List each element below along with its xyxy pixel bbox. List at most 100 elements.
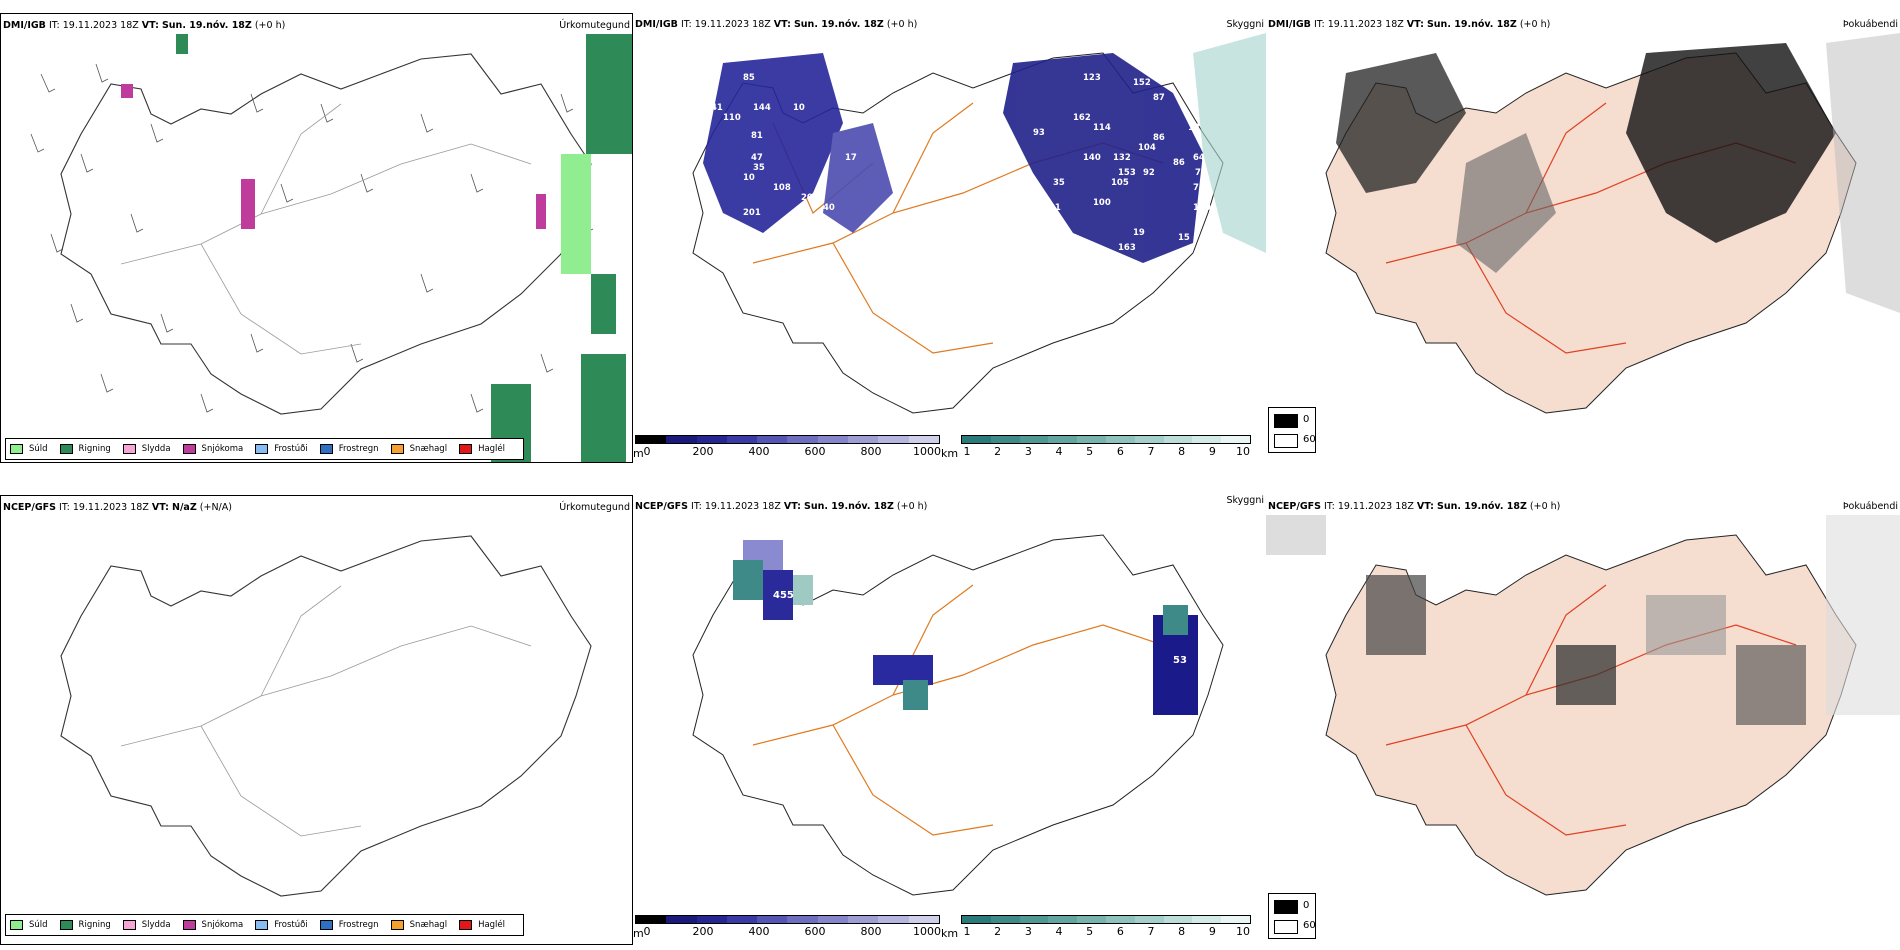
ceiling-tick-label: 200 [692, 925, 714, 938]
ceiling-label: 71 [1193, 183, 1205, 193]
ceiling-label: 163 [1118, 243, 1136, 253]
panel-gfs-precip-type: NCEP/GFS IT: 19.11.2023 18Z VT: N/aZ (+N… [0, 495, 633, 945]
fog-legend-swatch [1274, 414, 1298, 428]
ceiling-label: 132 [1113, 153, 1131, 163]
legend-swatch [122, 920, 136, 930]
visibility-tick-label: 10 [1236, 445, 1250, 458]
ceiling-label: 10 [743, 173, 755, 183]
ceiling-label: 108 [773, 183, 791, 193]
fog-legend-label: 60 [1303, 920, 1316, 931]
precip-type-legend: Súld Rigning Slydda Snjókoma Frostúði Fr… [5, 914, 525, 936]
visibility-tick-label: 7 [1147, 445, 1155, 458]
ceiling-label: 19 [1133, 228, 1145, 238]
ceiling-label: 87 [1153, 93, 1165, 103]
visibility-colorbar-ticks: 1 2 3 4 5 6 7 8 9 10 [964, 444, 1251, 458]
legend-item: Haglél [459, 920, 505, 930]
ceiling-label: 105 [1111, 178, 1129, 188]
fog-legend-label: 0 [1303, 900, 1310, 911]
ceiling-label: 97 [741, 258, 753, 268]
legend-swatch [459, 920, 473, 930]
ceiling-tick-label: 400 [748, 925, 770, 938]
legend-item: Súld [10, 444, 48, 454]
legend-item: Slydda [122, 444, 171, 454]
visibility-color-cell [990, 436, 1020, 443]
panel-title: Úrkomutegund [559, 20, 630, 31]
visibility-color-cell [1048, 436, 1078, 443]
visibility-tick-label: 1 [963, 925, 971, 938]
legend-item: Rigning [59, 444, 111, 454]
legend-item: Frostúði [255, 920, 308, 930]
ceiling-tick-label: 800 [860, 445, 882, 458]
panel-header: NCEP/GFS IT: 19.11.2023 18Z VT: Sun. 19.… [635, 501, 928, 512]
visibility-color-cell [1163, 436, 1193, 443]
map-area [692, 33, 1266, 414]
ceiling-color-cell [696, 916, 727, 923]
panel-dmi-visibility: DMI/IGB IT: 19.11.2023 18Z VT: Sun. 19.n… [633, 13, 1266, 463]
panel-header: DMI/IGB IT: 19.11.2023 18Z VT: Sun. 19.n… [1268, 19, 1551, 30]
ceiling-label: 100 [1093, 198, 1111, 208]
ceiling-color-cell [636, 436, 667, 443]
visibility-tick-label: 6 [1116, 925, 1124, 938]
ceiling-label: 144 [753, 103, 771, 113]
ceiling-color-cell [817, 916, 849, 923]
visibility-colorbar: 1 2 3 4 5 6 7 8 9 10 [961, 435, 1251, 458]
panel-gfs-fog-index: NCEP/GFS IT: 19.11.2023 18Z VT: Sun. 19.… [1266, 495, 1900, 945]
fog-legend-swatch [1274, 920, 1298, 934]
map-area [692, 534, 1224, 896]
ceiling-label: 110 [723, 113, 741, 123]
visibility-color-cell [962, 436, 991, 443]
iceland-outline [60, 535, 592, 897]
visibility-color-cell [1134, 916, 1164, 923]
ceiling-color-cell [666, 436, 697, 443]
map-area [1266, 515, 1900, 896]
fog-legend-label: 0 [1303, 414, 1310, 425]
visibility-tick-label: 8 [1178, 925, 1186, 938]
legend-swatch [122, 444, 136, 454]
visibility-color-cell [1048, 916, 1078, 923]
visibility-color-cell [1221, 436, 1250, 443]
ceiling-label: 86 [1153, 133, 1165, 143]
legend-swatch [255, 444, 269, 454]
visibility-tick-label: 5 [1086, 925, 1094, 938]
iceland-outline [60, 53, 592, 415]
visibility-color-cell [1077, 916, 1106, 923]
ceiling-label: 35 [1053, 178, 1065, 188]
legend-swatch [182, 444, 196, 454]
ceiling-color-cell [878, 916, 909, 923]
legend-swatch [10, 444, 23, 454]
legend-item: Snæhagl [390, 920, 447, 930]
ceiling-label: 152 [1133, 78, 1151, 88]
visibility-color-cell [1221, 916, 1250, 923]
visibility-tick-label: 2 [994, 445, 1002, 458]
ceiling-tick-label: 0 [643, 445, 651, 458]
visibility-tick-label: 8 [1178, 445, 1186, 458]
panel-header: NCEP/GFS IT: 19.11.2023 18Z VT: Sun. 19.… [1268, 501, 1561, 512]
panel-header: DMI/IGB IT: 19.11.2023 18Z VT: Sun. 19.n… [635, 19, 918, 30]
ceiling-unit: m [633, 447, 644, 460]
ceiling-colorbar: 0 200 400 600 800 1000 [635, 435, 941, 458]
ceiling-label: 41 [711, 103, 723, 113]
panel-title: Skyggni [1226, 495, 1264, 506]
ceiling-label: 15 [1178, 233, 1190, 243]
ceiling-color-cell [726, 436, 758, 443]
map-area [30, 34, 632, 462]
ceiling-colorbar-ticks: 0 200 400 600 800 1000 [644, 924, 942, 938]
ceiling-label: 64 [1193, 153, 1205, 163]
ceiling-color-cell [817, 436, 849, 443]
legend-swatch [459, 444, 473, 454]
ceiling-label: 140 [1083, 153, 1101, 163]
visibility-colorbar-cells [961, 435, 1251, 444]
precip-type-legend: Súld Rigning Slydda Snjókoma Frostúði Fr… [5, 438, 525, 460]
legend-item: Frostregn [319, 920, 379, 930]
ceiling-label: 53 [1173, 655, 1187, 666]
panel-gfs-visibility: NCEP/GFS IT: 19.11.2023 18Z VT: Sun. 19.… [633, 495, 1266, 945]
ceiling-label: 70 [1195, 168, 1207, 178]
ceiling-colorbar-cells [635, 915, 940, 924]
vis-unit: km [941, 927, 959, 940]
visibility-color-cell [1019, 916, 1049, 923]
panel-title: Þokuábendi [1842, 19, 1898, 30]
ceiling-label: 81 [751, 131, 763, 141]
ceiling-colorbar-cells [635, 435, 940, 444]
fog-legend-label: 60 [1303, 434, 1316, 445]
fog-legend-swatch [1274, 900, 1298, 914]
